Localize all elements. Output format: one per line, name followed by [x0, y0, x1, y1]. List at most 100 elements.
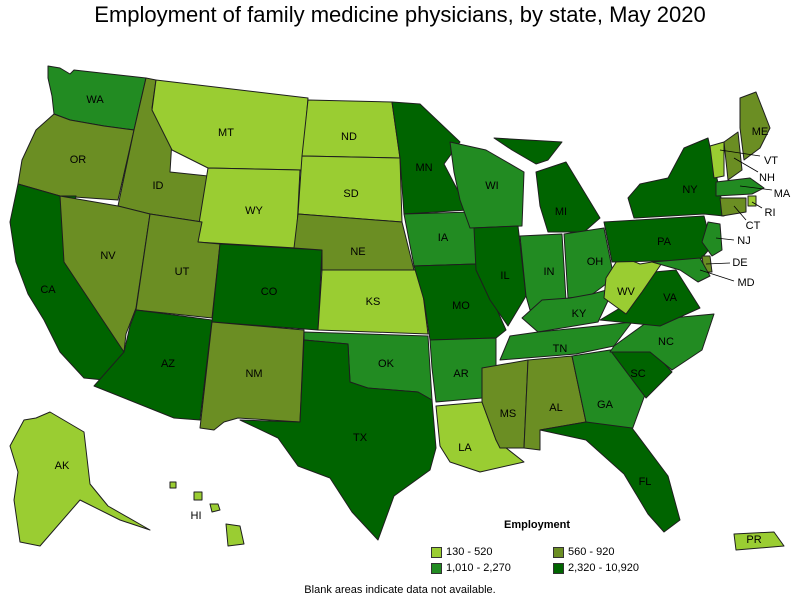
state-label-nv: NV	[100, 250, 116, 262]
legend-swatch-2	[553, 546, 564, 558]
leader-line-ct	[733, 205, 747, 221]
state-label-ok: OK	[378, 358, 395, 370]
legend-swatch-4	[553, 562, 564, 574]
state-nj	[701, 221, 723, 257]
state-label-me: ME	[752, 126, 769, 138]
state-nv	[59, 195, 151, 353]
leader-line-ma	[739, 185, 773, 191]
leader-line-de	[705, 262, 731, 265]
state-label-wy: WY	[245, 205, 263, 217]
leader-line-nj	[715, 237, 735, 241]
state-label-sc: SC	[630, 368, 645, 380]
state-nh	[723, 131, 743, 181]
state-label-fl: FL	[639, 476, 652, 488]
state-oh	[563, 227, 615, 299]
legend-item-1: 130 - 520	[431, 546, 492, 558]
legend-title: Employment	[504, 519, 571, 531]
footnote: Blank areas indicate data not available.	[304, 584, 496, 596]
legend-item-2: 560 - 920	[553, 546, 614, 558]
state-tx	[239, 339, 437, 541]
state-label-il: IL	[500, 270, 509, 282]
state-ks	[317, 269, 429, 335]
state-label-ar: AR	[453, 368, 468, 380]
state-me	[739, 91, 771, 161]
state-label-nd: ND	[341, 131, 357, 143]
state-label-wv: WV	[617, 286, 635, 298]
state-label-or: OR	[70, 154, 87, 166]
state-label-id: ID	[153, 180, 164, 192]
state-label-ri: RI	[765, 207, 776, 219]
state-label-la: LA	[458, 442, 472, 454]
state-or	[17, 113, 135, 201]
state-pa	[603, 215, 713, 263]
state-label-ut: UT	[175, 266, 190, 278]
state-ca	[9, 183, 129, 383]
state-label-ga: GA	[597, 399, 614, 411]
state-label-ne: NE	[350, 246, 365, 258]
state-label-md: MD	[737, 277, 754, 289]
state-label-mi: MI	[555, 206, 567, 218]
state-ky	[521, 287, 615, 333]
state-label-ky: KY	[572, 308, 587, 320]
leader-line-md	[699, 269, 735, 282]
leader-line-vt	[719, 149, 761, 157]
state-mt	[151, 79, 309, 171]
state-label-nc: NC	[658, 336, 674, 348]
state-label-nj: NJ	[737, 235, 750, 247]
legend-label-4: 2,320 - 10,920	[568, 562, 639, 574]
state-label-tx: TX	[353, 432, 368, 444]
state-il	[473, 225, 527, 327]
state-hi	[169, 481, 245, 547]
map-title: Employment of family medicine physicians…	[94, 2, 706, 27]
state-label-sd: SD	[343, 188, 358, 200]
legend-label-2: 560 - 920	[568, 546, 615, 558]
state-fl	[539, 421, 681, 533]
state-label-pa: PA	[657, 236, 672, 248]
state-label-mo: MO	[452, 300, 470, 312]
state-tn	[499, 321, 633, 361]
legend-item-4: 2,320 - 10,920	[553, 562, 639, 574]
leader-line-ri	[751, 201, 763, 209]
state-label-ak: AK	[55, 460, 70, 472]
state-ri	[747, 195, 757, 207]
state-nd	[301, 99, 401, 159]
state-ct	[719, 197, 747, 217]
state-label-wi: WI	[485, 180, 498, 192]
state-label-ct: CT	[746, 220, 761, 232]
state-ak	[9, 411, 151, 547]
legend-label-3: 1,010 - 2,270	[446, 562, 511, 574]
state-label-ms: MS	[500, 408, 517, 420]
state-mn	[391, 101, 469, 215]
state-label-nh: NH	[759, 172, 775, 184]
state-label-pr: PR	[746, 534, 761, 546]
legend-swatch-1	[431, 546, 442, 558]
state-label-oh: OH	[587, 256, 604, 268]
state-label-nm: NM	[245, 368, 262, 380]
state-label-va: VA	[663, 292, 678, 304]
leader-line-nh	[733, 157, 759, 173]
state-label-co: CO	[261, 286, 278, 298]
state-label-al: AL	[549, 402, 562, 414]
legend-swatch-3	[431, 562, 442, 574]
state-ny	[627, 137, 725, 219]
state-md	[651, 257, 711, 283]
state-label-in: IN	[544, 266, 555, 278]
state-label-ma: MA	[774, 188, 791, 200]
state-label-wa: WA	[86, 94, 104, 106]
state-label-hi: HI	[191, 510, 202, 522]
state-label-az: AZ	[161, 358, 175, 370]
legend-item-3: 1,010 - 2,270	[431, 562, 511, 574]
state-label-ks: KS	[366, 296, 381, 308]
state-vt	[709, 141, 725, 179]
state-pr	[733, 531, 785, 551]
state-label-de: DE	[732, 257, 747, 269]
state-label-ca: CA	[40, 284, 56, 296]
state-label-mt: MT	[218, 127, 234, 139]
state-label-vt: VT	[764, 155, 778, 167]
state-ma	[715, 177, 765, 197]
state-label-ny: NY	[682, 184, 698, 196]
state-label-ia: IA	[438, 232, 449, 244]
state-label-mn: MN	[415, 162, 432, 174]
state-label-tn: TN	[553, 343, 568, 355]
